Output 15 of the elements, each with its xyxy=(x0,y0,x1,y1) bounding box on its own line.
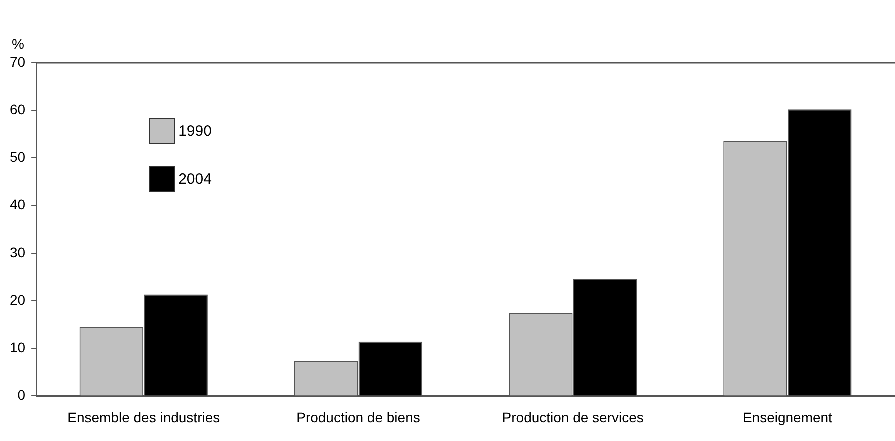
y-tick-label: 10 xyxy=(10,339,26,356)
y-tick-label: 70 xyxy=(10,54,26,70)
x-tick-label: Ensemble des industries xyxy=(68,409,220,426)
y-tick-label: 0 xyxy=(18,387,26,404)
y-tick-label: 30 xyxy=(10,244,26,260)
legend-label: 2004 xyxy=(178,170,212,188)
y-tick-label: 50 xyxy=(10,149,26,166)
x-tick-label: Enseignement xyxy=(742,409,833,426)
x-tick-label: Production de services xyxy=(502,409,644,426)
y-tick-label: 40 xyxy=(10,196,26,213)
y-axis-title: % xyxy=(12,36,24,52)
legend-label: 1990 xyxy=(178,122,212,140)
y-tick-label: 60 xyxy=(10,101,26,118)
x-tick-label: Production de biens xyxy=(296,409,420,426)
y-tick-label: 20 xyxy=(10,292,26,308)
